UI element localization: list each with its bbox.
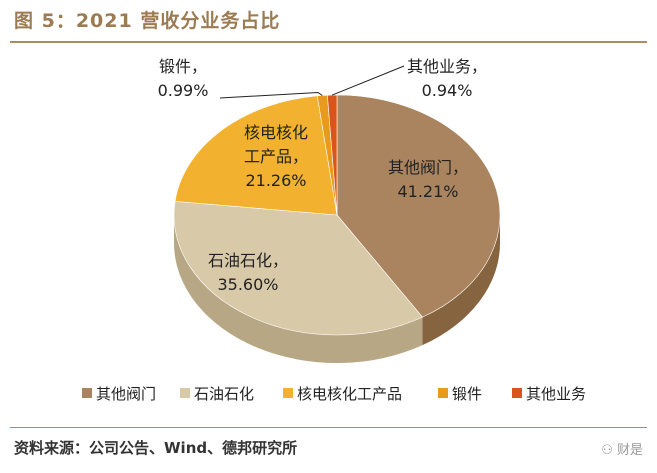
pie-side-0	[422, 215, 500, 346]
figure-title: 图 5：2021 营收分业务占比	[14, 10, 281, 32]
slice-label-4: 其他业务， 0.94%	[407, 57, 487, 100]
pie-slice-0	[336, 94, 501, 318]
pie-slices	[173, 94, 501, 336]
leader-lines	[219, 65, 405, 99]
legend-swatch-0	[82, 388, 92, 398]
legend-swatch-4	[512, 388, 522, 398]
legend-label-4: 其他业务	[526, 385, 586, 403]
pie-slice-1	[173, 201, 423, 336]
legend: 其他阀门 石油石化 核电核化工产品 锻件 其他业务	[82, 385, 586, 403]
legend-swatch-3	[438, 388, 448, 398]
slice-label-0: 其他阀门， 41.21%	[388, 158, 468, 201]
title-divider	[10, 41, 647, 43]
watermark-text: 财是	[616, 443, 643, 458]
slice-labels: 其他阀门， 41.21% 石油石化， 35.60% 核电核化工产品， 21.26% 锻件， 0…	[158, 57, 487, 294]
legend-label-0: 其他阀门	[96, 385, 156, 403]
pie-sides	[174, 215, 500, 363]
pie-side-1	[174, 215, 423, 363]
slice-label-2: 核电核化工产品， 21.26%	[244, 123, 308, 190]
watermark-icon: ⚇	[601, 443, 617, 458]
legend-label-3: 锻件	[452, 385, 482, 403]
slice-label-3: 锻件， 0.99%	[158, 57, 209, 100]
legend-label-2: 核电核化工产品	[297, 385, 402, 403]
source-divider	[10, 427, 647, 428]
slice-label-1: 石油石化， 35.60%	[208, 251, 288, 294]
leader-line-1	[331, 65, 405, 96]
leader-line-0	[219, 91, 323, 99]
legend-label-1: 石油石化	[194, 385, 254, 403]
pie-slice-2	[174, 95, 338, 216]
legend-swatch-2	[283, 388, 293, 398]
legend-swatch-1	[180, 388, 190, 398]
watermark: ⚇ 财是	[601, 439, 643, 458]
source-note: 资料来源：公司公告、Wind、德邦研究所	[14, 439, 298, 457]
